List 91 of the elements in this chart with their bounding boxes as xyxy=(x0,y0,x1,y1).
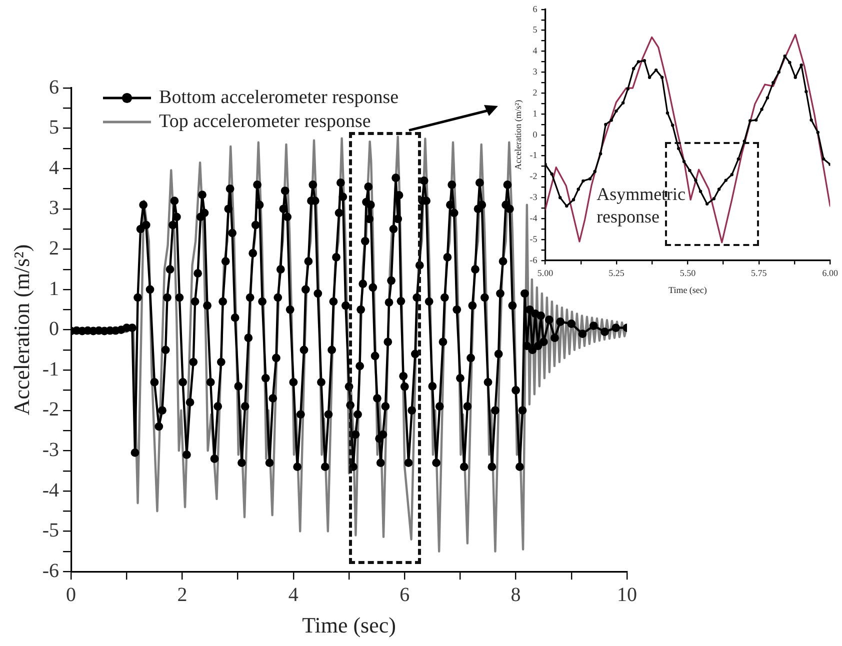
point xyxy=(660,76,664,79)
point xyxy=(593,170,596,174)
point xyxy=(588,177,592,180)
y-tick-label: 5 xyxy=(532,24,538,35)
x-tick-label: 5.00 xyxy=(537,268,554,278)
point xyxy=(558,196,562,200)
point xyxy=(582,179,585,183)
legend-label: Bottom accelerometer response xyxy=(159,86,399,110)
point xyxy=(636,60,640,64)
x-tick-label: 8 xyxy=(510,584,521,606)
y-tick-label: 1 xyxy=(49,278,60,300)
y-tick-label: 2 xyxy=(532,87,538,98)
x-tick-label: 6 xyxy=(400,584,410,606)
point xyxy=(671,124,674,127)
point xyxy=(682,160,686,164)
annotation: Asymmetric response xyxy=(596,184,686,226)
y-tick-label: -6 xyxy=(42,560,60,582)
x-tick-label: 2 xyxy=(177,584,188,606)
x-axis-title: Time (sec) xyxy=(302,612,396,638)
x-tick-label: 5.75 xyxy=(751,268,768,278)
point xyxy=(772,81,775,84)
point xyxy=(654,68,658,72)
y-tick-label: -4 xyxy=(42,479,60,502)
y-tick-label: 2 xyxy=(49,237,60,260)
y-axis-title: Acceleration (m/s²) xyxy=(512,100,523,170)
y-axis-title: Acceleration (m/s²) xyxy=(8,244,34,416)
point xyxy=(688,168,692,172)
point xyxy=(810,118,813,122)
x-tick-label: 6.00 xyxy=(822,268,838,278)
legend-label: Top accelerometer response xyxy=(159,110,371,134)
point xyxy=(694,178,698,182)
y-tick-label: 3 xyxy=(532,66,538,77)
point xyxy=(800,63,803,67)
point xyxy=(730,173,734,176)
point xyxy=(804,90,808,94)
point xyxy=(754,118,758,122)
point xyxy=(614,109,618,113)
point xyxy=(576,188,580,191)
y-tick-label: 1 xyxy=(532,108,538,118)
y-tick-label: -6 xyxy=(530,254,538,265)
y-tick-label: -4 xyxy=(530,212,538,223)
y-tick-label: -3 xyxy=(42,438,60,461)
point xyxy=(822,157,826,161)
point xyxy=(626,87,630,90)
x-tick-label: 5.25 xyxy=(608,268,625,278)
point xyxy=(816,130,820,134)
point xyxy=(760,108,764,111)
y-tick-label: 4 xyxy=(49,156,60,179)
point xyxy=(666,111,670,115)
y-tick-label: 0 xyxy=(49,318,60,340)
point xyxy=(705,202,709,206)
point xyxy=(794,76,797,79)
point xyxy=(642,59,646,62)
point xyxy=(724,178,728,182)
y-tick-label: 6 xyxy=(49,76,60,98)
point xyxy=(621,101,625,104)
y-tick-label: -3 xyxy=(530,192,538,202)
point xyxy=(712,197,716,200)
point xyxy=(777,70,780,74)
y-tick-label: -5 xyxy=(530,234,538,244)
y-tick-label: 5 xyxy=(49,116,60,139)
point xyxy=(717,188,721,191)
point xyxy=(550,172,554,176)
point xyxy=(783,54,786,58)
point xyxy=(610,118,613,122)
y-tick-label: -1 xyxy=(530,150,538,160)
point xyxy=(736,157,740,161)
y-tick-label: -2 xyxy=(530,171,538,182)
point xyxy=(788,60,792,64)
x-axis-title: Time (sec) xyxy=(668,284,707,295)
y-tick-label: 6 xyxy=(532,4,538,14)
x-tick-label: 0 xyxy=(66,584,76,606)
point xyxy=(676,146,680,150)
y-tick-label: -1 xyxy=(42,358,60,380)
x-tick-label: 4 xyxy=(288,584,298,606)
y-tick-label: -5 xyxy=(42,520,60,542)
point xyxy=(648,76,652,79)
point xyxy=(766,96,770,100)
y-tick-label: -2 xyxy=(42,398,60,421)
x-tick-label: 10 xyxy=(617,584,637,606)
y-tick-label: 4 xyxy=(532,46,538,56)
point xyxy=(632,66,636,70)
y-tick-label: 3 xyxy=(49,197,60,220)
x-tick-label: 5.50 xyxy=(680,268,696,278)
point xyxy=(572,198,576,202)
point xyxy=(604,122,608,126)
point xyxy=(698,190,702,193)
point xyxy=(598,152,602,156)
point xyxy=(748,119,752,122)
point xyxy=(565,204,568,208)
y-tick-label: 0 xyxy=(532,129,538,140)
